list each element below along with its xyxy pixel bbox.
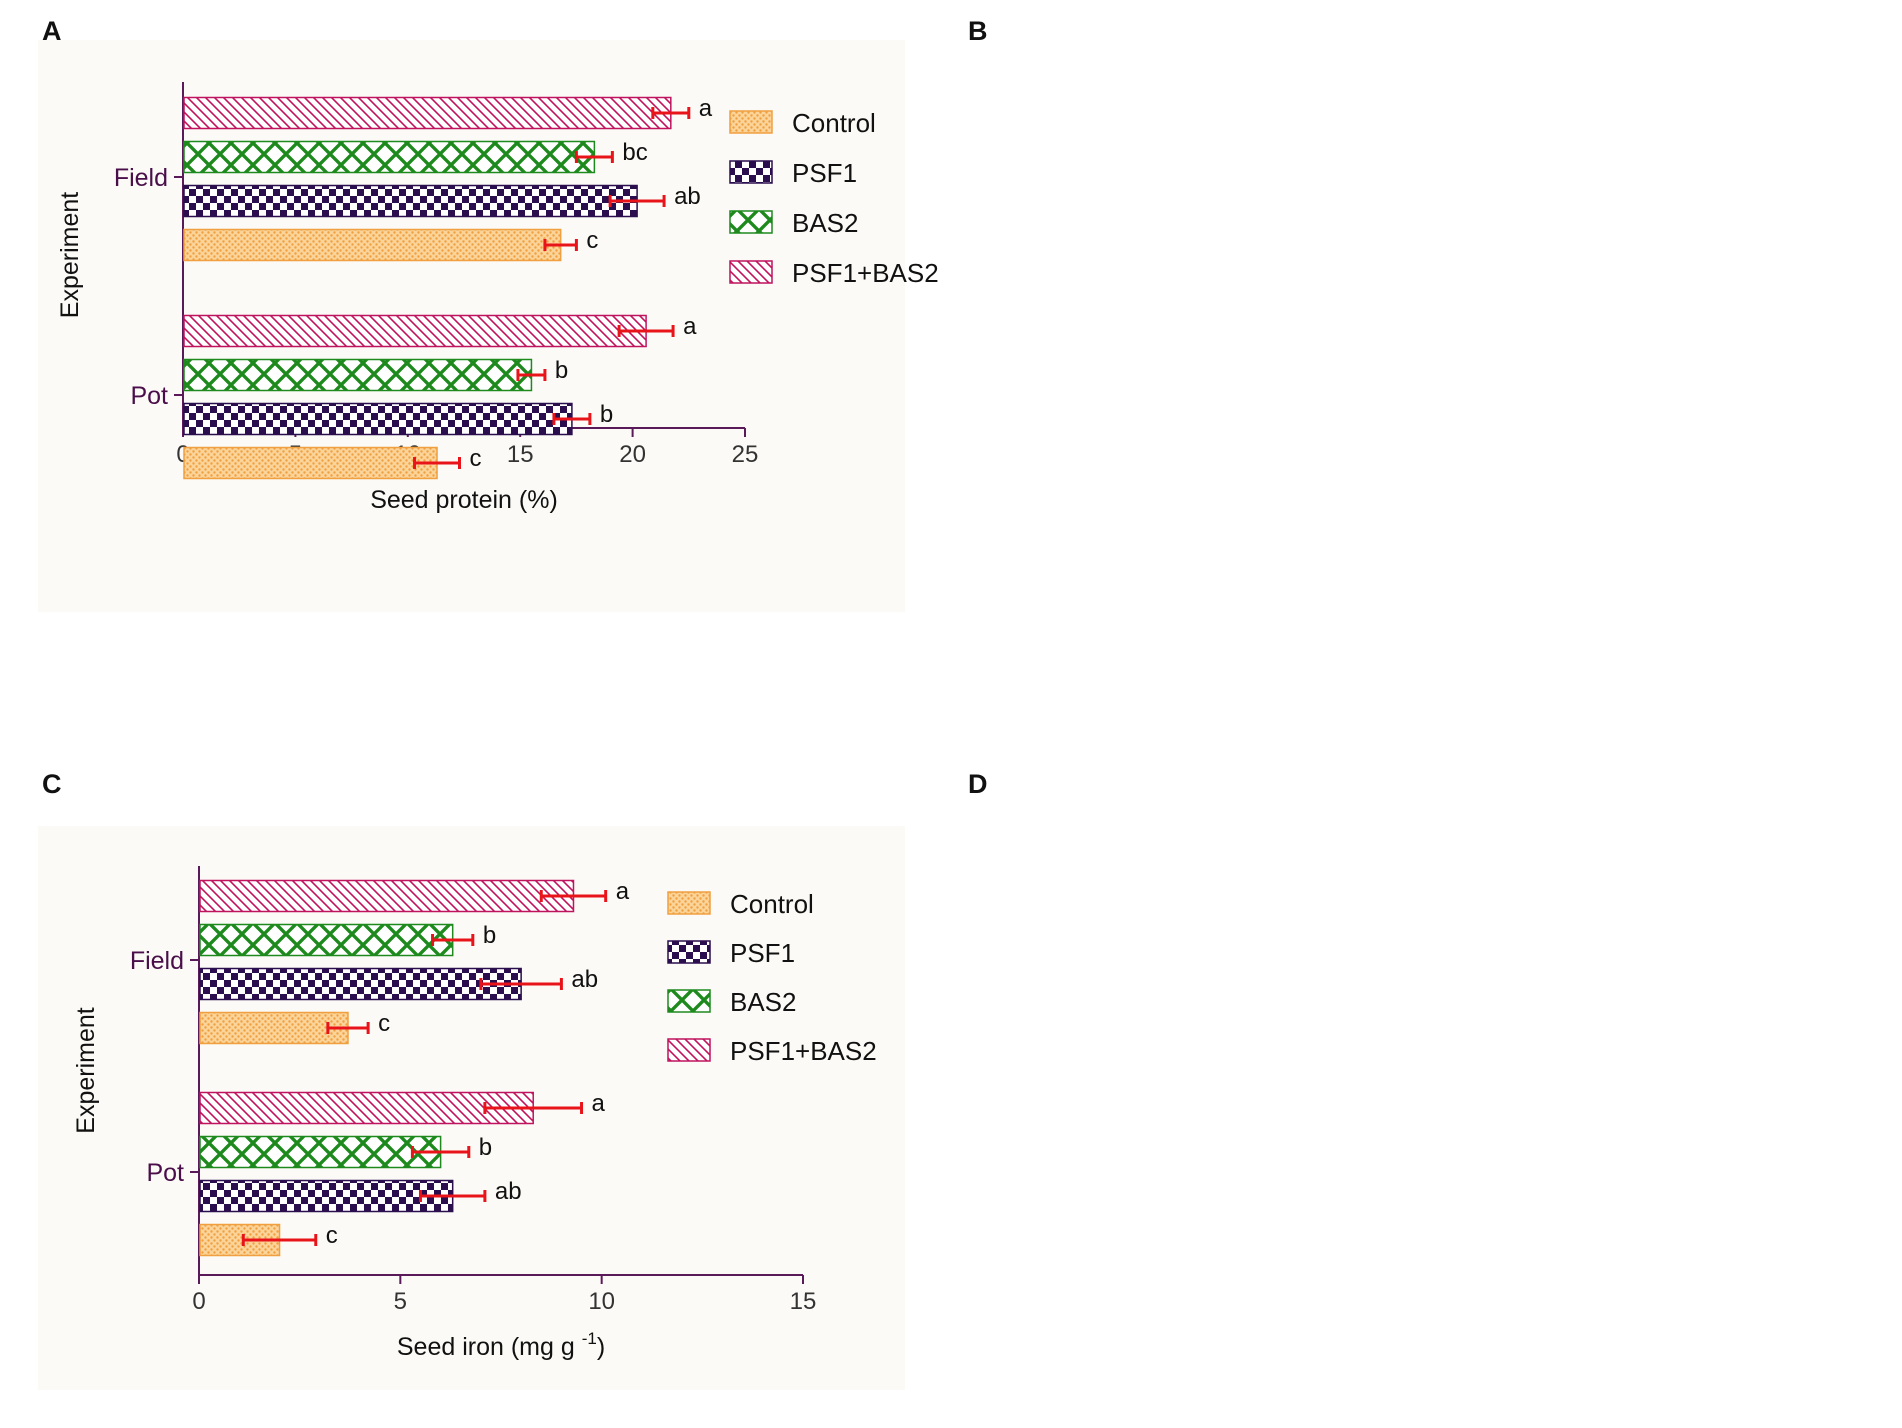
panel-a-sig-label-field-bas2: bc (622, 139, 647, 166)
panel-a-sig-label-pot-bas2: b (555, 357, 568, 384)
panel-c-x-tick-label: 5 (394, 1288, 407, 1315)
panel-c-sig-label-field-psf1: ab (571, 966, 598, 993)
panel-a-y-axis-title: Experiment (56, 192, 84, 318)
panel-c-bar-pot-psf1 (199, 1179, 454, 1213)
panel-a-bar-pot-bas2 (183, 358, 533, 392)
panel-c-bar-pot-psf1-bas2 (199, 1091, 534, 1125)
panel-a-legend-label-psf1: PSF1 (792, 158, 857, 188)
chart-b-svg: B0510152025Seed carbohydrate (%)Experime… (968, 16, 988, 46)
panel-c-bar-field-psf1 (199, 967, 522, 1001)
panel-a-legend-label-control: Control (792, 108, 876, 138)
panel-a-x-tick-label: 15 (507, 441, 534, 468)
panel-c-legend-label-bas2: BAS2 (730, 987, 797, 1017)
panel-a-x-tick-label: 20 (619, 441, 646, 468)
panel-c-bar-field-control (199, 1011, 349, 1045)
panel-c-legend-label-control: Control (730, 889, 814, 919)
panel-b-letter: B (968, 16, 988, 46)
panel-a-bar-field-psf1-bas2 (183, 96, 672, 130)
panel-c-sig-label-pot-psf1-bas2: a (592, 1090, 606, 1117)
panel-c-bar-field-bas2 (199, 923, 454, 957)
panel-c-bar-pot-bas2 (199, 1135, 442, 1169)
panel-a-legend-swatch-psf1 (729, 160, 773, 184)
panel-c-legend-label-psf1: PSF1 (730, 938, 795, 968)
panel-c-letter: C (42, 769, 62, 799)
panel-c-legend-swatch-psf1 (667, 940, 711, 964)
panel-a-bar-field-control (183, 228, 562, 262)
panel-c-category-pot: Pot (146, 1159, 184, 1187)
panel-c-legend-swatch-bas2 (667, 989, 711, 1013)
panel-a-category-pot: Pot (130, 382, 168, 410)
panel-a-sig-label-pot-control: c (470, 445, 482, 472)
panel-a-legend-label-psf1-bas2: PSF1+BAS2 (792, 258, 939, 288)
panel-a-bar-field-psf1 (183, 184, 638, 218)
panel-a-sig-label-field-psf1-bas2: a (699, 95, 713, 122)
panel-c-sig-label-field-control: c (378, 1010, 390, 1037)
panel-c-legend-label-psf1-bas2: PSF1+BAS2 (730, 1036, 877, 1066)
panel-a-letter: A (42, 16, 62, 46)
chart-panel-b: B0510152025Seed carbohydrate (%)Experime… (951, 0, 1902, 714)
panel-c-sig-label-field-psf1-bas2: a (616, 878, 630, 905)
panel-c-x-axis-title: Seed iron (mg g -1) (397, 1329, 605, 1361)
panel-c-sig-label-pot-control: c (326, 1222, 338, 1249)
panel-c-bar-field-psf1-bas2 (199, 879, 575, 913)
panel-c-y-axis-title: Experiment (72, 1007, 100, 1133)
panel-a-sig-label-pot-psf1: b (600, 401, 613, 428)
panel-a-bar-pot-control (183, 446, 438, 480)
chart-d-svg: D0204060Seed oil content (%)ExperimentFi… (968, 769, 988, 799)
panel-a-bar-field-bas2 (183, 140, 596, 174)
panel-c-sig-label-pot-psf1: ab (495, 1178, 522, 1205)
panel-c-legend-swatch-psf1-bas2 (667, 1038, 711, 1062)
panel-a-bar-pot-psf1 (183, 402, 573, 436)
panel-c-x-tick-label: 0 (192, 1288, 205, 1315)
panel-a-legend-swatch-control (729, 110, 773, 134)
panel-a-x-axis-title: Seed protein (%) (370, 486, 558, 514)
panel-c-x-tick-label: 10 (588, 1288, 615, 1315)
panel-c-category-field: Field (130, 947, 184, 975)
panel-a-bar-pot-psf1-bas2 (183, 314, 647, 348)
panel-a-sig-label-pot-psf1-bas2: a (683, 313, 697, 340)
panel-d-letter: D (968, 769, 988, 799)
chart-c-svg: C 0 5 10 15 Seed iron (mg g -1) Experiment Fiel… (38, 769, 905, 1390)
chart-panel-c: C 0 5 10 15 Seed iron (mg g -1) Experiment Fiel… (0, 714, 951, 1428)
chart-panel-d: D0204060Seed oil content (%)ExperimentFi… (951, 714, 1902, 1428)
chart-a-svg: A0510152025Seed protein (%)ExperimentFie… (38, 16, 939, 612)
panel-a-x-tick-label: 25 (732, 441, 759, 468)
panel-c-sig-label-pot-bas2: b (479, 1134, 492, 1161)
panel-a-legend-swatch-psf1-bas2 (729, 260, 773, 284)
panel-a-legend-swatch-bas2 (729, 210, 773, 234)
panel-c-x-tick-label: 15 (790, 1288, 817, 1315)
panel-c-legend-swatch-control (667, 891, 711, 915)
panel-a-category-field: Field (114, 164, 168, 192)
panel-c-sig-label-field-bas2: b (483, 922, 496, 949)
chart-panel-a: A0510152025Seed protein (%)ExperimentFie… (0, 0, 951, 714)
panel-a-sig-label-field-psf1: ab (674, 183, 701, 210)
panel-a-sig-label-field-control: c (586, 227, 598, 254)
panel-a-legend-label-bas2: BAS2 (792, 208, 859, 238)
